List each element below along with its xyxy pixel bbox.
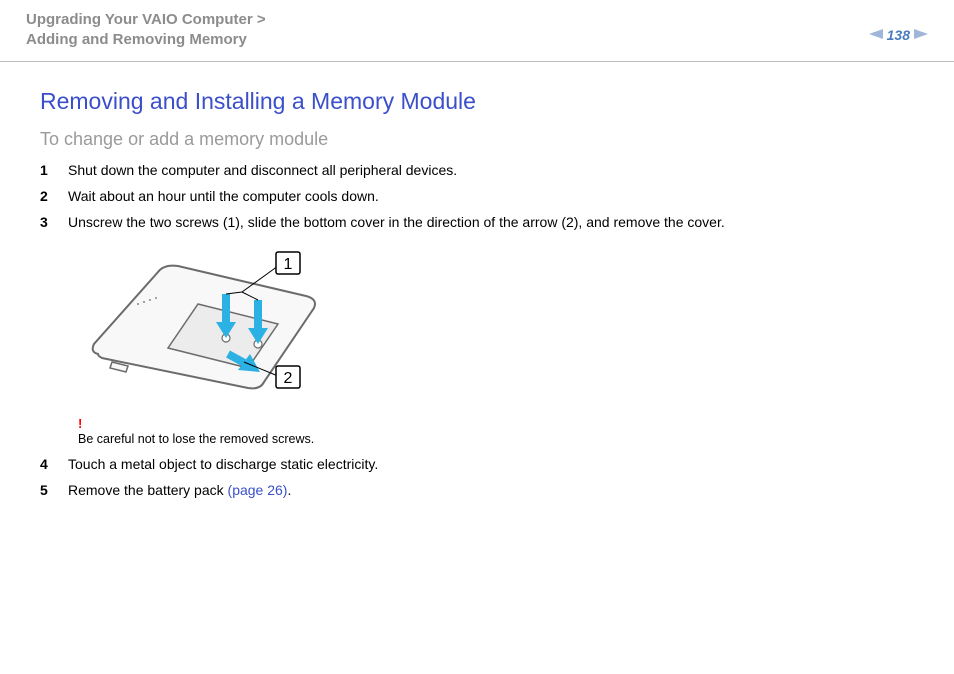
step-text: Remove the battery pack (page 26). (68, 482, 291, 498)
breadcrumb-line-2: Adding and Removing Memory (26, 30, 266, 50)
step-5-post: . (287, 482, 291, 498)
step-text: Unscrew the two screws (1), slide the bo… (68, 214, 725, 230)
breadcrumb-line-1: Upgrading Your VAIO Computer > (26, 10, 266, 30)
step-text: Touch a metal object to discharge static… (68, 456, 378, 472)
caution-block: ! Be careful not to lose the removed scr… (78, 417, 914, 446)
prev-page-arrow-icon[interactable] (869, 26, 883, 44)
next-page-arrow-icon[interactable] (914, 26, 928, 44)
step-number: 3 (40, 214, 68, 230)
step-4: 4 Touch a metal object to discharge stat… (40, 456, 914, 472)
sub-title: To change or add a memory module (40, 129, 914, 150)
main-title: Removing and Installing a Memory Module (40, 88, 914, 115)
caution-text: Be careful not to lose the removed screw… (78, 432, 914, 446)
step-2: 2 Wait about an hour until the computer … (40, 188, 914, 204)
step-5: 5 Remove the battery pack (page 26). (40, 482, 914, 498)
step-number: 1 (40, 162, 68, 178)
callout-box-2: 2 (276, 366, 300, 388)
page-header: Upgrading Your VAIO Computer > Adding an… (0, 0, 954, 62)
step-5-pre: Remove the battery pack (68, 482, 228, 498)
step-3: 3 Unscrew the two screws (1), slide the … (40, 214, 914, 230)
callout-box-1: 1 (276, 252, 300, 274)
page-number: 138 (887, 27, 910, 43)
breadcrumb: Upgrading Your VAIO Computer > Adding an… (26, 10, 266, 49)
caution-mark-icon: ! (78, 417, 914, 430)
callout-1-label: 1 (284, 256, 293, 273)
step-1: 1 Shut down the computer and disconnect … (40, 162, 914, 178)
page-nav: 138 (869, 26, 928, 44)
page-content: Removing and Installing a Memory Module … (0, 62, 954, 498)
step-number: 2 (40, 188, 68, 204)
step-text: Shut down the computer and disconnect al… (68, 162, 457, 178)
step-text: Wait about an hour until the computer co… (68, 188, 379, 204)
step-number: 4 (40, 456, 68, 472)
step-number: 5 (40, 482, 68, 498)
page-26-link[interactable]: (page 26) (228, 482, 288, 498)
callout-2-label: 2 (284, 370, 293, 387)
figure-laptop-bottom: 1 2 (78, 244, 914, 409)
